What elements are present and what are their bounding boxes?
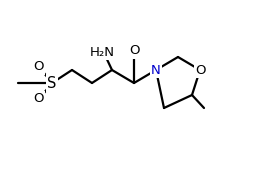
Text: O: O — [34, 93, 44, 106]
Text: H₂N: H₂N — [89, 45, 115, 58]
Text: O: O — [34, 61, 44, 74]
Text: O: O — [129, 44, 139, 57]
Text: N: N — [151, 63, 161, 76]
Text: S: S — [47, 76, 57, 90]
Text: O: O — [195, 63, 205, 76]
